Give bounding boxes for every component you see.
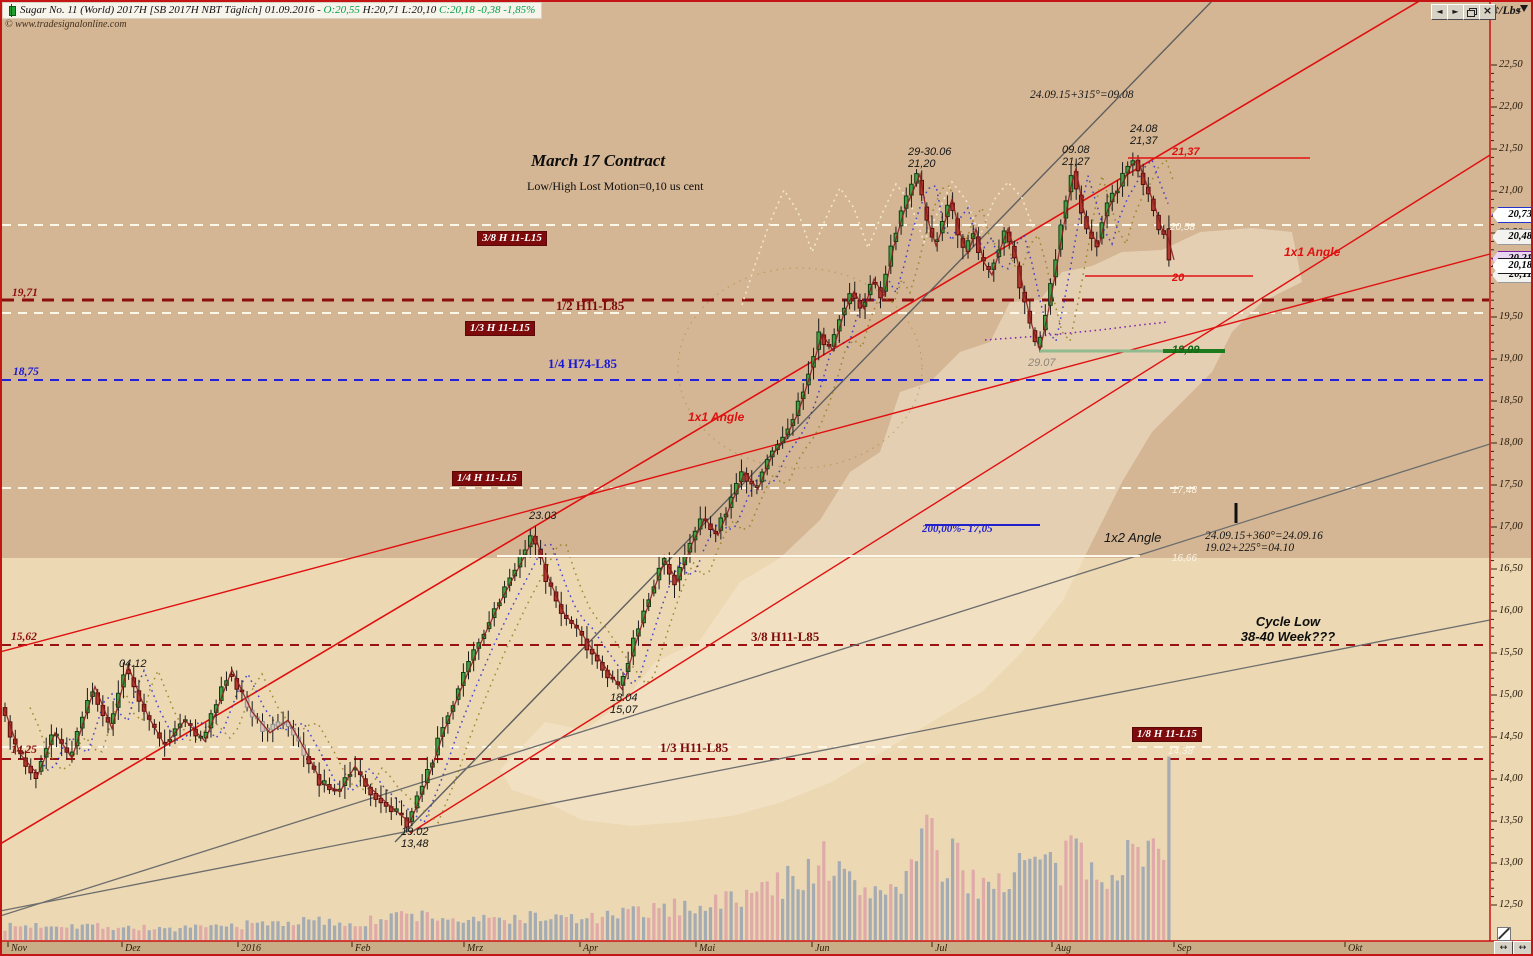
edit-handle-icon[interactable]	[1497, 927, 1511, 941]
scroll-back-button[interactable]: ◄	[1431, 4, 1448, 20]
y-axis-label: 14,00	[1499, 773, 1523, 784]
swing-low-jul: 29.07	[1028, 357, 1056, 369]
retr-38-h11-l85: 3/8 H11-L85	[751, 629, 820, 644]
swing-low-apr: 18.04 15,07	[610, 692, 638, 716]
y-axis-label: 17,50	[1499, 479, 1523, 490]
axis-level-1875: 18,75	[13, 366, 39, 378]
price-tag-2073: 20,73	[1492, 207, 1533, 223]
resistance-2137: 21,37	[1172, 146, 1200, 158]
y-axis-label: 17,00	[1499, 521, 1523, 532]
title-part: O:20,55	[323, 4, 360, 16]
y-axis-label: 22,50	[1499, 59, 1523, 70]
angle-1x1-left-label: 1x1 Angle	[688, 410, 745, 424]
y-axis-label: 18,00	[1499, 437, 1523, 448]
y-axis-label: 19,00	[1499, 353, 1523, 364]
x-axis-label-jul: Jul	[935, 943, 948, 954]
x-axis-label-mrz: Mrz	[467, 943, 484, 954]
instrument-title: Sugar No. 11 (World) 2017H [SB 2017H NBT…	[20, 4, 535, 16]
level-1666: 16,66	[1172, 553, 1198, 564]
angle-1x1-right-label: 1x1 Angle	[1284, 245, 1341, 259]
watermark: © www.tradesignalonline.com	[5, 19, 127, 30]
title-part: C:20,18 -0,38 -1,85%	[439, 4, 536, 16]
x-axis-label-apr: Apr	[583, 943, 598, 954]
axis-level-1562: 15,62	[11, 631, 37, 643]
retr-14-h74-l85: 1/4 H74-L85	[548, 356, 617, 371]
retr-18-h11-l15: 1/8 H 11-L15	[1132, 727, 1202, 742]
swing-low-feb: 19.02 13,48	[401, 826, 429, 850]
cycle-low-note: Cycle Low 38-40 Week???	[1240, 614, 1336, 644]
x-axis-label-dez: Dez	[125, 943, 141, 954]
y-axis-label: 16,50	[1499, 563, 1523, 574]
y-axis-label: 13,00	[1499, 857, 1523, 868]
y-axis-label: 22,00	[1499, 101, 1523, 112]
fib-extension-200: 200,00%- 17,05	[922, 523, 993, 535]
restore-window-button[interactable]	[1463, 4, 1480, 20]
level-2058: 20,58	[1170, 222, 1196, 233]
x-axis-label-feb: Feb	[355, 943, 371, 954]
instrument-title-bar: Sugar No. 11 (World) 2017H [SB 2017H NBT…	[2, 2, 543, 19]
y-axis-label: 13,50	[1499, 815, 1523, 826]
y-axis-label: 19,50	[1499, 311, 1523, 322]
restore-icon	[1467, 10, 1475, 17]
retr-38-h11-l15: 3/8 H 11-L15	[477, 231, 547, 246]
axis-scale-pointer-icon[interactable]: x	[1517, 5, 1528, 15]
x-axis-label-mai: Mai	[699, 943, 716, 954]
x-axis-label-okt: Okt	[1348, 943, 1363, 954]
swing-high-mar: 23.03	[529, 510, 557, 522]
angle-1x2-label: 1x2 Angle	[1104, 530, 1162, 545]
retr-13-h11-l15: 1/3 H 11-L15	[465, 321, 535, 336]
support-20: 20	[1172, 272, 1185, 284]
scroll-forward-button[interactable]: ►	[1447, 4, 1464, 20]
lost-motion-note: Low/High Lost Motion=0,10 us cent	[527, 179, 704, 193]
title-part: H:20,71 L:20,10	[359, 4, 440, 16]
swing-high-dec: 04.12	[119, 658, 147, 670]
swing-high-aug9: 09.08 21,27	[1062, 144, 1090, 168]
y-axis-label: 12,50	[1499, 899, 1523, 910]
gann-date-360: 24.09.15+360°=24.09.16 19.02+225°=04.10	[1205, 530, 1323, 554]
time-axis-strip[interactable]	[0, 941, 1533, 956]
x-axis-label-aug: Aug	[1055, 943, 1072, 954]
y-axis-label: 15,50	[1499, 647, 1523, 658]
axis-level-1425: 14,25	[11, 744, 37, 756]
y-axis-label: 18,50	[1499, 395, 1523, 406]
swing-high-jun: 29-30.06 21,20	[908, 146, 952, 170]
title-part: Sugar No. 11 (World) 2017H [SB 2017H NBT…	[20, 4, 324, 16]
y-axis-label: 21,50	[1499, 143, 1523, 154]
swing-high-aug24: 24.08 21,37	[1130, 123, 1158, 147]
level-1748: 17,48	[1172, 485, 1198, 496]
price-axis-unit-label: ¢/Lbs	[1493, 3, 1521, 17]
x-axis-label-jun: Jun	[815, 943, 830, 954]
y-axis-label: 14,50	[1499, 731, 1523, 742]
price-tag-2048: 20,48	[1492, 229, 1533, 245]
x-axis-label-sep: Sep	[1177, 943, 1192, 954]
close-button[interactable]: ×	[1479, 4, 1496, 20]
support-1909: 19,09	[1172, 344, 1200, 356]
gann-date-315: 24.09.15+315°=09.08	[1030, 89, 1134, 101]
h-scroll-button-right[interactable]: ↔	[1513, 941, 1532, 956]
y-axis-label: 21,00	[1499, 185, 1523, 196]
x-axis-label-nov: Nov	[11, 943, 28, 954]
y-axis-label: 15,00	[1499, 689, 1523, 700]
y-axis-label: 16,00	[1499, 605, 1523, 616]
axis-level-1971: 19,71	[12, 287, 38, 299]
retr-12-h11-l85: 1/2 H11-L85	[556, 298, 625, 313]
x-axis-label-2016: 2016	[241, 943, 261, 954]
retr-13-h11-l85: 1/3 H11-L85	[660, 740, 729, 755]
retr-14-h11-l15: 1/4 H 11-L15	[452, 471, 522, 486]
price-tag-2018: 20,18	[1492, 258, 1533, 274]
candlestick-icon	[9, 4, 16, 17]
contract-title: March 17 Contract	[531, 151, 666, 170]
h-scroll-button-left[interactable]: ↔	[1494, 941, 1513, 956]
level-1438: 14,38	[1168, 746, 1194, 757]
